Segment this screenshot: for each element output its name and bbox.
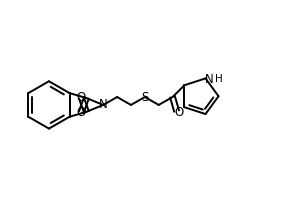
Text: O: O (77, 106, 86, 119)
Text: H: H (214, 74, 222, 84)
Text: S: S (141, 91, 148, 104)
Text: N: N (205, 73, 214, 86)
Text: O: O (174, 106, 183, 119)
Text: N: N (99, 98, 108, 111)
Text: O: O (77, 91, 86, 104)
